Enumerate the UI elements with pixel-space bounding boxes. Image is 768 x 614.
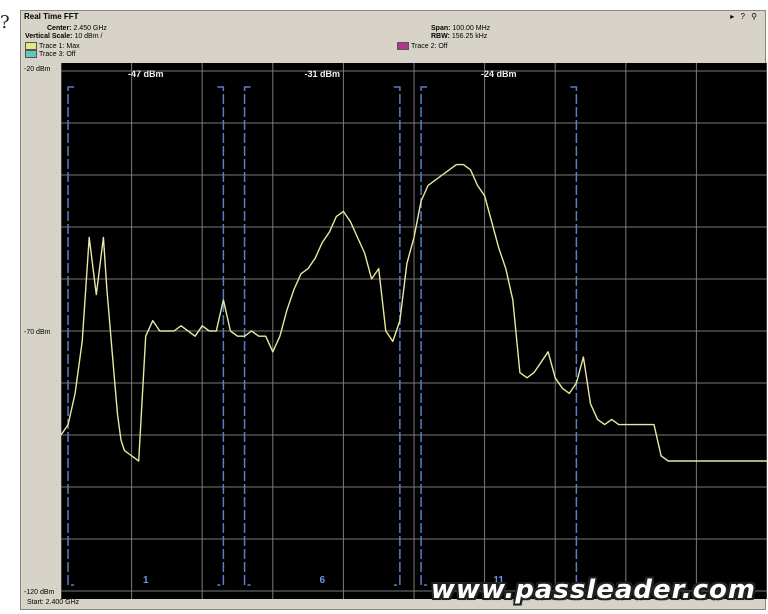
y-tick-label-bottom: -120 dBm [24,589,55,596]
watermark-text: www.passleader.com [430,575,756,605]
vertical-scale-label: Vertical Scale: [25,33,73,40]
peak-annotation: -47 dBm [128,69,164,79]
fft-window: Real Time FFT ▸ ? ⚲ Center: 2.450 GHz Ve… [20,10,767,610]
channel-label: 11 [493,575,504,586]
window-controls-icon[interactable]: ▸ ? ⚲ [730,12,759,21]
rbw-readout: RBW: 156.25 kHz [431,33,487,40]
span-value: 100.00 MHz [452,25,491,32]
plot-area[interactable]: 1 6 11 -47 dBm -31 dBm -24 dBm [61,63,767,599]
peak-annotation: -31 dBm [304,69,340,79]
peak-annotation: -24 dBm [481,69,517,79]
legend-trace-2-label: Trace 2: Off [411,42,448,50]
start-frequency: Start: 2.400 GHz [27,599,80,606]
legend-trace-1-label: Trace 1: Max [39,42,80,50]
channel-bracket-left [67,86,75,586]
trace-2-swatch [397,42,409,50]
channel-bracket-right [393,86,401,586]
span-readout: Span: 100.00 MHz [431,25,490,32]
question-mark: ? [0,12,10,33]
legend-trace-3[interactable]: Trace 3: Off [25,50,76,58]
channel-label: 1 [143,575,149,586]
legend-trace-1[interactable]: Trace 1: Max [25,42,80,50]
center-value: 2.450 GHz [73,25,107,32]
y-tick-label-top: -20 dBm [24,66,51,73]
vertical-scale-readout: Vertical Scale: 10 dBm / [25,33,102,40]
legend-trace-2[interactable]: Trace 2: Off [397,42,448,50]
y-tick-label-mid: -70 dBm [24,329,51,336]
window-title: Real Time FFT [24,12,79,21]
trace-1-line [61,163,767,462]
rbw-value: 156.25 kHz [451,33,488,40]
trace-3-swatch [25,50,37,58]
span-label: Span: [431,25,451,32]
spectrum-chart: 1 6 11 -47 dBm -31 dBm -24 dBm [61,63,767,599]
channel-label: 6 [319,575,325,586]
center-readout: Center: 2.450 GHz [47,25,107,32]
trace-1-swatch [25,42,37,50]
legend-trace-3-label: Trace 3: Off [39,50,76,58]
center-label: Center: [47,25,72,32]
channel-bracket-right [217,86,225,586]
title-bar: Real Time FFT ▸ ? ⚲ [21,11,765,24]
vertical-scale-value: 10 dBm / [74,33,103,40]
channel-bracket-left [420,86,428,586]
channel-bracket-right [570,86,578,586]
rbw-label: RBW: [431,33,450,40]
